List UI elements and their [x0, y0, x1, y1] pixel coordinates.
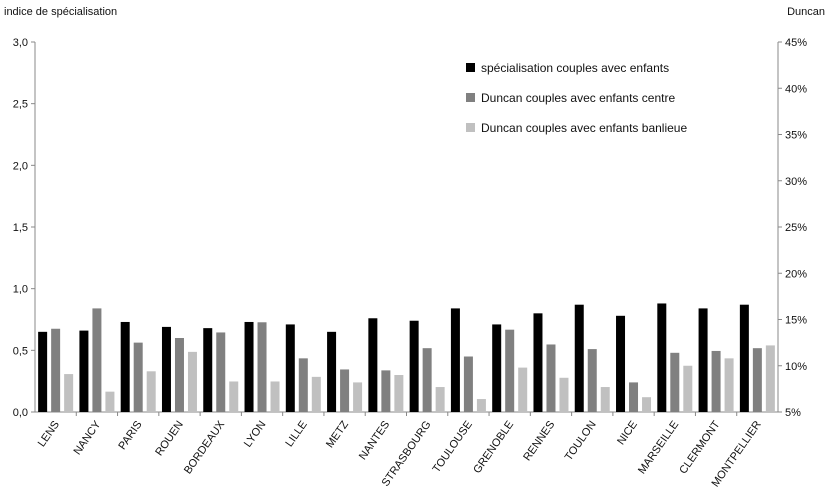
legend-swatch-specialisation	[466, 63, 475, 72]
x-tick-label: RENNES	[521, 419, 557, 463]
x-tick-label: LYON	[242, 419, 269, 450]
right-tick-label: 5%	[785, 407, 801, 419]
bar-duncan-banlieue	[435, 387, 445, 412]
bar-specialisation	[409, 320, 419, 412]
bar-duncan-centre	[546, 344, 556, 412]
right-tick-label: 15%	[785, 315, 807, 327]
bar-specialisation	[244, 321, 254, 412]
bar-duncan-centre	[174, 338, 184, 412]
x-tick-label: NANCY	[71, 418, 103, 457]
legend-swatch-duncan-banlieue	[466, 123, 475, 132]
bar-specialisation	[698, 308, 708, 412]
bar-specialisation	[161, 326, 171, 412]
legend-label-specialisation: spécialisation couples avec enfants	[481, 60, 670, 75]
right-tick-label: 45%	[785, 37, 807, 49]
bar-duncan-banlieue	[600, 387, 610, 412]
bar-specialisation	[38, 331, 48, 412]
bar-specialisation	[574, 304, 584, 412]
x-tick-label: GRENOBLE	[471, 419, 516, 476]
left-tick-label: 0,5	[13, 345, 28, 357]
x-tick-label: PARIS	[116, 419, 144, 452]
bar-duncan-centre	[298, 358, 308, 412]
left-tick-label: 3,0	[13, 37, 28, 49]
right-tick-label: 25%	[785, 222, 807, 234]
bar-duncan-centre	[51, 328, 61, 412]
bar-specialisation	[79, 330, 89, 412]
legend-swatch-duncan-centre	[466, 93, 475, 102]
bar-duncan-banlieue	[105, 391, 115, 412]
x-tick-label: ROUEN	[153, 419, 186, 458]
legend-label-duncan-banlieue: Duncan couples avec enfants banlieue	[481, 120, 688, 135]
bar-specialisation	[203, 328, 213, 412]
bar-duncan-banlieue	[642, 397, 652, 412]
bar-duncan-banlieue	[518, 367, 528, 412]
bar-duncan-centre	[670, 352, 680, 412]
legend-label-duncan-centre: Duncan couples avec enfants centre	[481, 90, 676, 105]
bar-duncan-centre	[133, 342, 143, 412]
chart-legend: spécialisation couples avec enfants Dunc…	[466, 60, 687, 150]
bar-duncan-banlieue	[270, 381, 280, 412]
bar-duncan-centre	[629, 382, 639, 412]
bar-duncan-banlieue	[724, 358, 734, 412]
bar-duncan-banlieue	[64, 374, 74, 412]
x-tick-label: NICE	[615, 419, 640, 447]
right-tick-label: 35%	[785, 130, 807, 142]
bar-duncan-centre	[505, 329, 515, 412]
bar-duncan-banlieue	[559, 377, 569, 412]
bar-specialisation	[533, 313, 543, 412]
x-tick-label: METZ	[324, 419, 351, 451]
right-axis-title: Duncan	[787, 6, 825, 18]
bar-duncan-banlieue	[476, 399, 486, 412]
bar-duncan-banlieue	[311, 376, 321, 412]
left-tick-label: 2,0	[13, 160, 28, 172]
bar-specialisation	[450, 308, 460, 412]
bar-specialisation	[368, 318, 378, 412]
bar-duncan-banlieue	[765, 345, 775, 412]
left-tick-label: 1,0	[13, 284, 28, 296]
legend-item-duncan-banlieue: Duncan couples avec enfants banlieue	[466, 120, 687, 135]
bar-duncan-banlieue	[146, 371, 156, 412]
bar-specialisation	[285, 324, 295, 412]
bar-duncan-banlieue	[353, 382, 363, 412]
bar-duncan-centre	[711, 350, 721, 412]
x-tick-label: MARSEILLE	[636, 419, 681, 476]
legend-item-duncan-centre: Duncan couples avec enfants centre	[466, 90, 687, 105]
bar-duncan-banlieue	[683, 365, 693, 412]
bar-duncan-centre	[463, 356, 473, 412]
bar-duncan-centre	[587, 349, 597, 412]
bar-specialisation	[739, 304, 749, 412]
bar-duncan-centre	[257, 322, 267, 412]
x-tick-label: NANTES	[357, 419, 392, 462]
x-tick-label: BORDEAUX	[182, 418, 228, 476]
bar-specialisation	[657, 303, 667, 412]
bar-duncan-centre	[216, 332, 226, 412]
right-tick-label: 30%	[785, 176, 807, 188]
x-tick-label: LILLE	[283, 419, 309, 449]
right-tick-label: 10%	[785, 361, 807, 373]
left-axis-title: indice de spécialisation	[4, 6, 118, 18]
bar-duncan-centre	[340, 369, 350, 412]
left-tick-label: 1,5	[13, 222, 28, 234]
right-tick-label: 20%	[785, 268, 807, 280]
left-tick-label: 2,5	[13, 99, 28, 111]
x-tick-label: CLERMONT	[677, 419, 722, 477]
x-tick-label: TOULON	[563, 419, 599, 463]
bar-duncan-banlieue	[229, 381, 239, 412]
x-tick-label: TOULOUSE	[430, 419, 474, 475]
bar-duncan-banlieue	[394, 375, 404, 412]
bar-duncan-centre	[92, 308, 102, 412]
bar-duncan-centre	[381, 370, 391, 412]
bar-specialisation	[120, 321, 130, 412]
bar-duncan-centre	[422, 348, 432, 412]
bar-specialisation	[492, 324, 502, 412]
left-tick-label: 0,0	[13, 407, 28, 419]
right-tick-label: 40%	[785, 83, 807, 95]
legend-item-specialisation: spécialisation couples avec enfants	[466, 60, 687, 75]
bar-specialisation	[327, 331, 337, 412]
bar-duncan-centre	[752, 348, 762, 412]
bar-specialisation	[616, 315, 626, 412]
bar-duncan-banlieue	[187, 351, 197, 412]
x-tick-label: LENS	[36, 419, 62, 449]
